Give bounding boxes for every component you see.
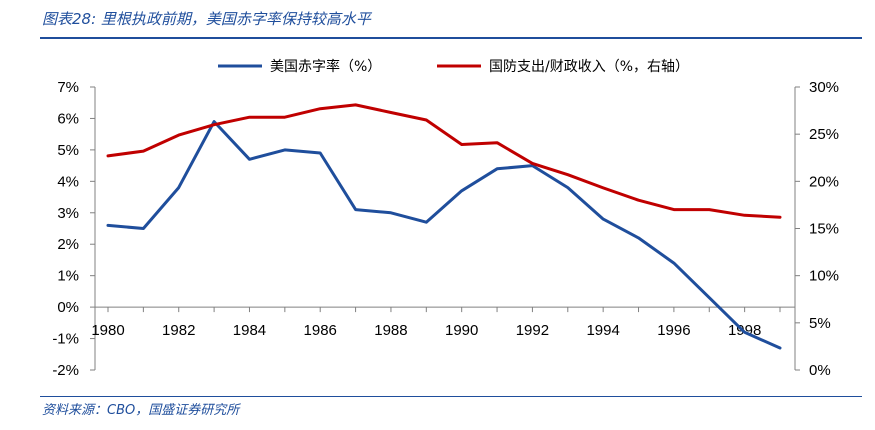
legend-label-defense-spending: 国防支出/财政收入（%，右轴） [489,59,689,75]
source-note: 资料来源：CBO，国盛证券研究所 [42,403,240,418]
x-tick-label: 1984 [233,322,266,339]
legend-label-deficit-rate: 美国赤字率（%） [270,58,381,75]
x-tick-label: 1988 [374,322,407,339]
defense-spending-point-1992 [531,162,534,165]
defense-spending-point-1990 [460,143,463,146]
deficit-rate-point-1997 [708,296,711,299]
left-y-tick-label: 0% [57,299,79,316]
deficit-rate-point-1989 [425,221,428,224]
defense-spending-point-1987 [354,103,357,106]
series-group [106,103,782,350]
left-y-tick-label: 1% [57,268,79,285]
defense-spending-point-1998 [743,214,746,217]
defense-spending-point-1989 [425,119,428,122]
deficit-rate-point-1995 [637,236,640,239]
deficit-rate-point-1988 [389,211,392,214]
deficit-rate-point-1981 [142,227,145,230]
defense-spending-point-1999 [779,216,782,219]
right-y-tick-label: 0% [809,362,831,379]
defense-spending-point-1996 [672,208,675,211]
deficit-rate-point-1983 [213,120,216,123]
x-tick-label: 1990 [445,322,478,339]
series-line-defense-spending [106,103,782,219]
right-y-tick-label: 5% [809,315,831,332]
deficit-rate-point-1996 [672,262,675,265]
defense-spending-point-1995 [637,199,640,202]
right-y-tick-label: 10% [809,268,839,285]
defense-spending-point-1997 [708,208,711,211]
left-y-tick-label: 2% [57,236,79,253]
deficit-rate-point-1990 [460,189,463,192]
deficit-rate-point-1994 [602,218,605,221]
x-tick-label: 1986 [304,322,337,339]
figure-title: 图表28: 里根执政前期，美国赤字率保持较高水平 [42,10,371,28]
defense-spending-point-1985 [283,116,286,119]
x-tick-label: 1982 [162,322,195,339]
defense-spending-point-1980 [107,154,110,157]
x-tick-label: 1996 [657,322,690,339]
defense-spending-point-1983 [213,123,216,126]
left-y-tick-label: -2% [52,362,79,379]
x-tick-label: 1994 [586,322,619,339]
right-y-tick-label: 25% [809,126,839,143]
bottom-rule [40,396,862,397]
defense-spending-point-1991 [496,141,499,144]
deficit-rate-point-1991 [496,167,499,170]
defense-spending-point-1984 [248,116,251,119]
defense-spending-point-1981 [142,150,145,153]
defense-spending-point-1993 [566,173,569,176]
left-y-tick-label: 6% [57,110,79,127]
right-y-tick-label: 30% [809,79,839,96]
axes: -2% -1% 0% 1% 2% 3% 4% 5% 6% 7% 0% 5% 10% 15% 20% 25% 30… [52,79,839,379]
left-y-tick-label: 7% [57,79,79,96]
deficit-rate-point-1987 [354,208,357,211]
legend: 美国赤字率（%） 国防支出/财政收入（%，右轴） [218,58,689,75]
defense-spending-point-1982 [177,134,180,137]
right-y-tick-label: 15% [809,221,839,238]
deficit-rate-point-1986 [319,152,322,155]
deficit-rate-point-1980 [107,224,110,227]
deficit-rate-point-1984 [248,158,251,161]
x-tick-label: 1992 [516,322,549,339]
right-y-tick-label: 20% [809,173,839,190]
top-rule [40,37,862,39]
left-y-tick-label: 5% [57,142,79,159]
defense-spending-point-1994 [602,186,605,189]
x-tick-label: 1980 [91,322,124,339]
deficit-rate-point-1985 [283,148,286,151]
deficit-rate-point-1993 [566,186,569,189]
deficit-rate-point-1999 [779,347,782,350]
defense-spending-point-1988 [389,111,392,114]
deficit-rate-point-1998 [743,331,746,334]
series-line-deficit-rate [106,120,782,350]
defense-spending-point-1986 [319,107,322,110]
left-y-tick-label: 4% [57,173,79,190]
left-y-tick-label: 3% [57,205,79,222]
deficit-rate-point-1982 [177,186,180,189]
left-y-tick-label: -1% [52,331,79,348]
